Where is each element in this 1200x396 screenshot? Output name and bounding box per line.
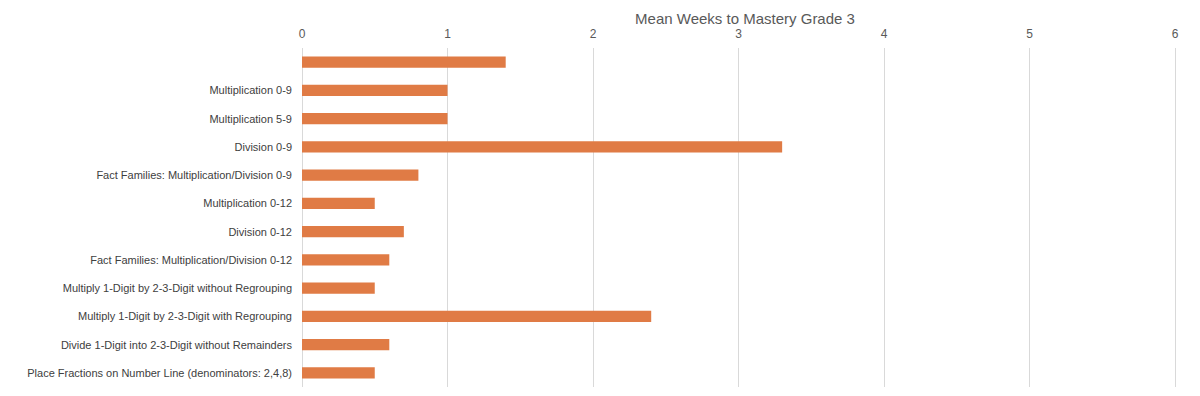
svg-text:6: 6 [1172, 27, 1179, 41]
svg-text:2: 2 [590, 27, 597, 41]
svg-text:Multiply 1-Digit by 2-3-Digit: Multiply 1-Digit by 2-3-Digit without Re… [63, 282, 292, 294]
svg-text:Fact Families: Multiplication/: Fact Families: Multiplication/Division 0… [90, 254, 292, 266]
svg-text:Division 0-12: Division 0-12 [228, 226, 292, 238]
svg-text:5: 5 [1026, 27, 1033, 41]
svg-text:3: 3 [735, 27, 742, 41]
svg-text:Mean Weeks to Mastery Grade 3: Mean Weeks to Mastery Grade 3 [635, 10, 855, 27]
svg-text:Multiplication 0-12: Multiplication 0-12 [203, 197, 292, 209]
svg-text:Division 0-9: Division 0-9 [235, 141, 292, 153]
svg-text:Multiply 1-Digit by 2-3-Digit: Multiply 1-Digit by 2-3-Digit with Regro… [78, 310, 292, 322]
svg-text:0: 0 [299, 27, 306, 41]
svg-text:Fact Families: Multiplication/: Fact Families: Multiplication/Division 0… [96, 169, 292, 181]
svg-text:Place Fractions on Number Line: Place Fractions on Number Line (denomina… [27, 367, 292, 379]
svg-text:1: 1 [444, 27, 451, 41]
svg-text:Multiplication 0-9: Multiplication 0-9 [209, 84, 292, 96]
svg-text:Multiplication 5-9: Multiplication 5-9 [209, 113, 292, 125]
svg-text:Divide 1-Digit into 2-3-Digit: Divide 1-Digit into 2-3-Digit without Re… [61, 339, 293, 351]
svg-text:4: 4 [881, 27, 888, 41]
